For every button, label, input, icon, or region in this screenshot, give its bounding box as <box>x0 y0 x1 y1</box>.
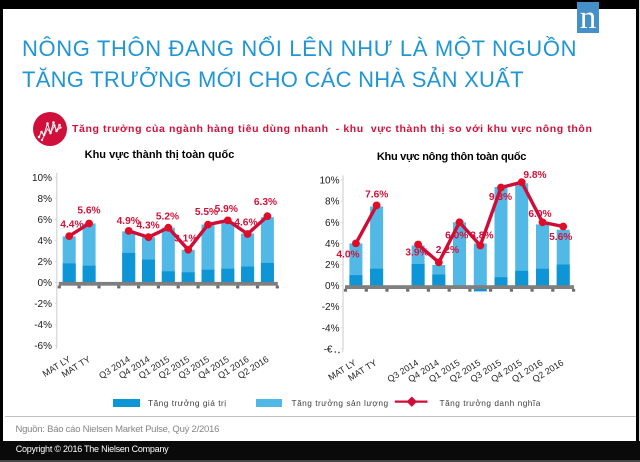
svg-text:0%: 0% <box>325 281 340 292</box>
svg-text:7.6%: 7.6% <box>365 189 388 200</box>
svg-text:-€: -€ <box>324 344 333 355</box>
svg-text:2.2%: 2.2% <box>436 245 459 256</box>
svg-text:10%: 10% <box>32 173 52 184</box>
svg-text:3.1%: 3.1% <box>174 234 197 245</box>
svg-text:6%: 6% <box>38 215 53 226</box>
svg-text:8%: 8% <box>325 197 340 208</box>
svg-text:0%: 0% <box>38 278 53 289</box>
svg-text:-6%: -6% <box>34 341 52 352</box>
svg-text:6.0%: 6.0% <box>445 231 468 242</box>
svg-text:-4%: -4% <box>322 323 340 334</box>
svg-text:-2%: -2% <box>322 302 340 313</box>
svg-text:4.3%: 4.3% <box>136 221 159 232</box>
svg-text:5.6%: 5.6% <box>77 206 100 217</box>
svg-text:4.6%: 4.6% <box>234 218 257 229</box>
svg-text:9.8%: 9.8% <box>523 170 546 181</box>
svg-text:8%: 8% <box>38 194 53 205</box>
svg-text:4.4%: 4.4% <box>60 220 83 231</box>
svg-text:-4%: -4% <box>34 320 52 331</box>
svg-text:10%: 10% <box>319 176 339 187</box>
svg-text:3.9%: 3.9% <box>405 247 428 258</box>
svg-text:4%: 4% <box>325 239 340 250</box>
svg-text:3.8%: 3.8% <box>470 230 493 241</box>
svg-text:4%: 4% <box>38 236 53 247</box>
svg-text:6.3%: 6.3% <box>254 197 277 208</box>
svg-text:5.2%: 5.2% <box>156 212 179 223</box>
svg-text:-2%: -2% <box>34 299 52 310</box>
svg-text:4.0%: 4.0% <box>336 250 359 261</box>
svg-text:5.6%: 5.6% <box>549 232 572 243</box>
svg-text:2%: 2% <box>325 260 340 271</box>
svg-text:9.3%: 9.3% <box>489 192 512 203</box>
svg-text:5.9%: 5.9% <box>215 204 238 215</box>
svg-text:5.5%: 5.5% <box>195 207 218 218</box>
svg-text:6%: 6% <box>325 218 340 229</box>
svg-text:2%: 2% <box>38 257 53 268</box>
svg-text:4.9%: 4.9% <box>117 216 140 227</box>
